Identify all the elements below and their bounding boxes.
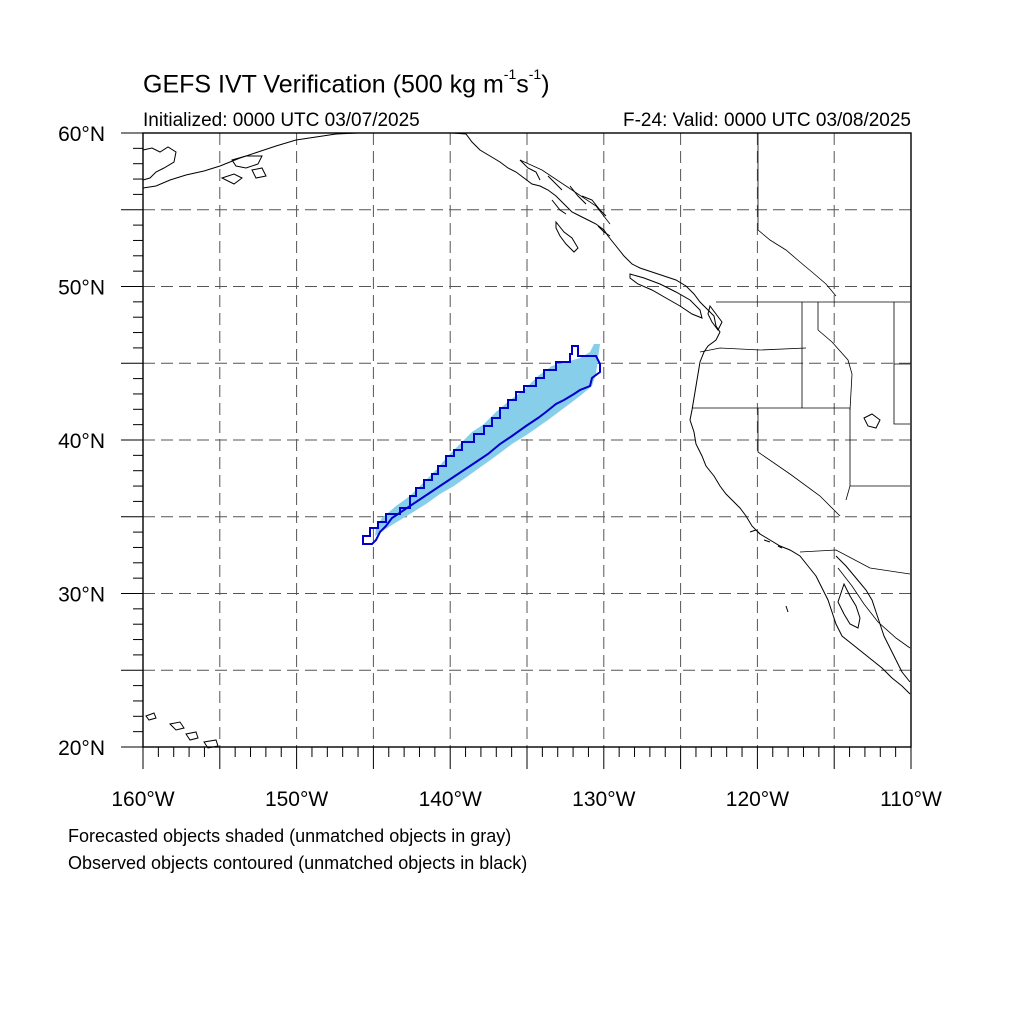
inside-passage-islands bbox=[519, 159, 611, 253]
observed-legend-note: Observed objects contoured (unmatched ob… bbox=[68, 853, 528, 873]
ca-nv-border bbox=[757, 408, 841, 517]
alaska-coast bbox=[142, 132, 609, 237]
valid-time-label: F-24: Valid: 0000 UTC 03/08/2025 bbox=[623, 110, 911, 131]
ivt-objects bbox=[362, 344, 601, 545]
lon-label: 150°W bbox=[265, 788, 328, 811]
gridlines bbox=[143, 133, 911, 747]
lat-label: 20°N bbox=[58, 737, 105, 760]
political-borders bbox=[519, 133, 911, 649]
west-coast bbox=[607, 235, 911, 695]
axis-ticks bbox=[121, 132, 912, 769]
lon-label: 130°W bbox=[572, 788, 635, 811]
lon-label: 160°W bbox=[111, 788, 174, 811]
puget-sound bbox=[707, 304, 723, 331]
vancouver-island bbox=[629, 273, 703, 319]
us-mexico-border bbox=[799, 549, 911, 575]
forecast-object-shaded bbox=[375, 344, 600, 536]
observed-object-contour bbox=[362, 345, 601, 545]
id-border bbox=[801, 302, 853, 411]
hawaii-islands bbox=[145, 712, 219, 749]
forecast-legend-note: Forecasted objects shaded (unmatched obj… bbox=[68, 826, 512, 846]
lon-label: 140°W bbox=[419, 788, 482, 811]
lon-label: 120°W bbox=[726, 788, 789, 811]
lon-label: 110°W bbox=[880, 788, 942, 811]
bc-alaska-border bbox=[519, 159, 611, 225]
nv-az-border bbox=[845, 408, 910, 501]
alberta-bc-border bbox=[757, 133, 837, 297]
mt-border bbox=[893, 302, 910, 425]
great-salt-lake bbox=[863, 413, 881, 429]
plot-title: GEFS IVT Verification (500 kg m-1s-1) bbox=[143, 66, 550, 99]
baja-interior-line bbox=[837, 567, 911, 649]
axis-labels: 60°N 50°N 40°N 30°N 20°N 160°W 150°W 140°W 130°W… bbox=[58, 123, 942, 811]
lat-label: 30°N bbox=[58, 584, 105, 607]
init-time-label: Initialized: 0000 UTC 03/07/2025 bbox=[143, 110, 420, 131]
wa-or-border bbox=[699, 347, 807, 353]
lat-label: 60°N bbox=[58, 123, 105, 146]
guadalupe-island bbox=[785, 605, 789, 613]
baja-gulf bbox=[835, 555, 911, 683]
lat-label: 40°N bbox=[58, 430, 105, 453]
channel-islands bbox=[749, 529, 783, 549]
kenai-islands bbox=[220, 155, 267, 185]
lat-label: 50°N bbox=[58, 277, 105, 300]
coastlines bbox=[142, 132, 911, 749]
